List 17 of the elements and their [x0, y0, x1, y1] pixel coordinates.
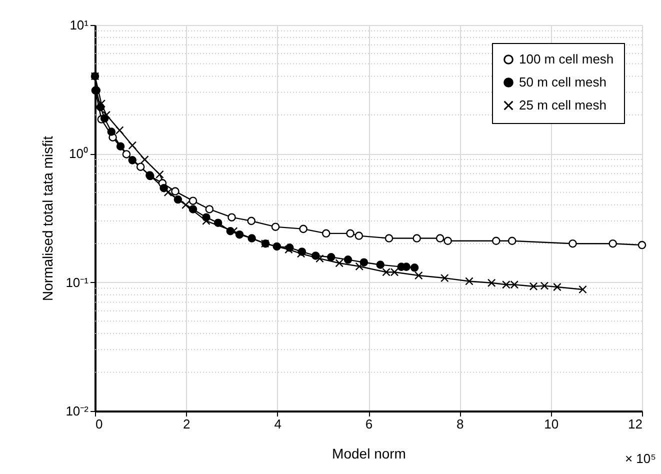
y-tick-label: 10⁻²: [66, 404, 90, 418]
x-tick-label: 4: [274, 416, 282, 432]
legend-label: 50 m cell mesh: [519, 74, 606, 90]
x-axis-title: Model norm: [332, 446, 406, 462]
y-axis-title: Normalised total tata misfit: [40, 136, 56, 301]
y-tick-label: 10⁻¹: [66, 274, 90, 290]
x-tick-label: 0: [96, 416, 103, 432]
legend-label: 100 m cell mesh: [519, 52, 614, 66]
x-tick-label: 2: [183, 416, 190, 432]
y-tick-label: 10¹: [70, 18, 90, 32]
x-tick-label: 12: [628, 416, 642, 432]
text: × 10⁵: [624, 451, 656, 466]
x-tick-label: 8: [456, 416, 464, 432]
x-tick-label: 10: [544, 416, 559, 432]
legend-label: 25 m cell mesh: [519, 98, 606, 112]
x-tick-label: 6: [365, 416, 373, 432]
y-tick-label: 10⁰: [69, 146, 88, 162]
